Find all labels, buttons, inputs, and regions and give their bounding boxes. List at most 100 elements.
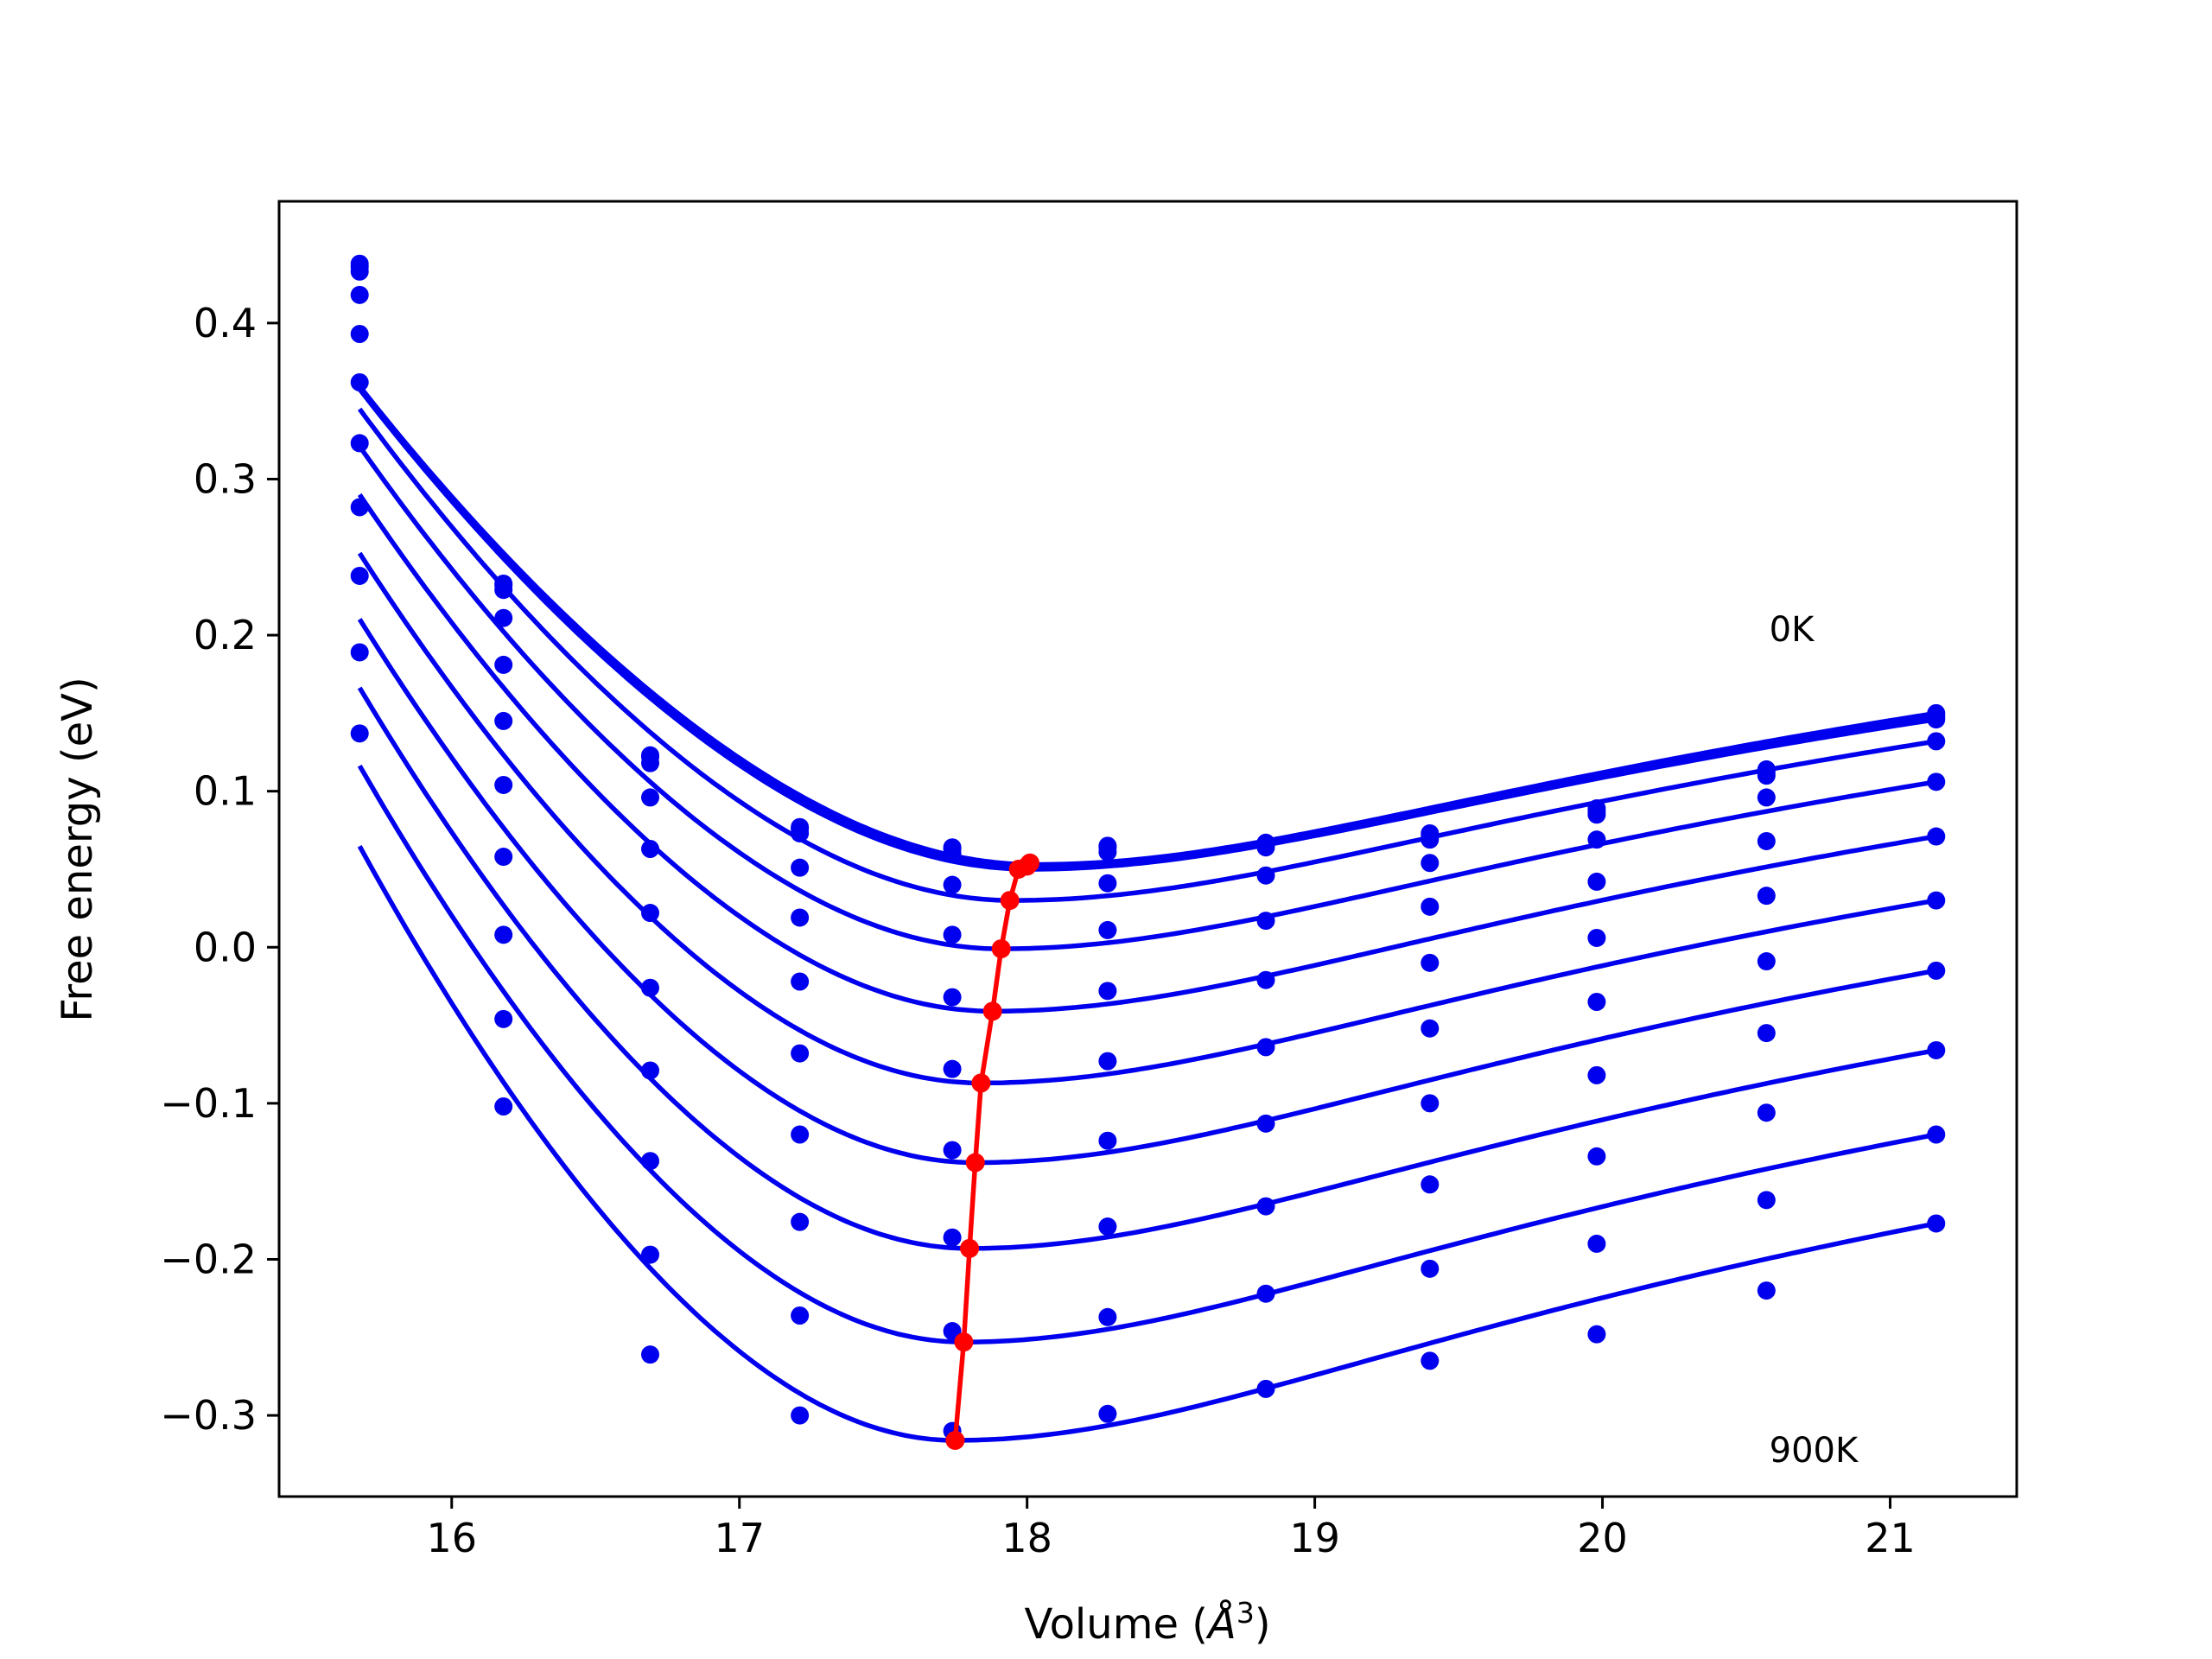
data-point (1757, 1024, 1776, 1043)
fit-curve (357, 844, 1937, 1443)
data-point (1256, 912, 1275, 931)
data-point (1757, 952, 1776, 971)
data-point (1098, 1217, 1117, 1236)
minimum-point (1000, 891, 1020, 911)
fit-curve (357, 686, 1937, 1251)
data-point (641, 1061, 660, 1080)
y-tick-label: 0.1 (194, 768, 257, 815)
data-point (1098, 1131, 1117, 1150)
temperature-annotation: 900K (1770, 1431, 1859, 1471)
data-point (1256, 1114, 1275, 1133)
fit-curve (357, 493, 1937, 1014)
y-tick-label: 0.4 (194, 300, 257, 346)
data-point (1587, 928, 1606, 947)
data-point (1256, 970, 1275, 989)
x-tick-label: 21 (1865, 1515, 1916, 1561)
annotations: 0K 900K (1770, 610, 1859, 1471)
data-point (791, 908, 810, 927)
fit-curve (357, 618, 1937, 1166)
x-axis-ticks: 16 17 18 19 20 21 (426, 1497, 1916, 1561)
y-tick-label: −0.3 (160, 1392, 257, 1439)
data-point (1757, 887, 1776, 906)
fit-curve (357, 551, 1937, 1086)
data-point (1098, 1307, 1117, 1326)
plot-area (350, 254, 1946, 1450)
data-point (1098, 1404, 1117, 1423)
data-point (1927, 732, 1946, 751)
data-point (641, 1345, 660, 1364)
data-point (791, 858, 810, 877)
data-point (350, 566, 369, 585)
data-point (641, 1245, 660, 1264)
fit-curve (358, 385, 1937, 869)
data-point (1757, 1281, 1776, 1300)
data-point (1098, 874, 1117, 893)
data-point (1927, 891, 1946, 910)
x-tick-label: 17 (714, 1515, 765, 1561)
data-point (350, 643, 369, 662)
data-point (494, 581, 513, 600)
data-point (1927, 1214, 1946, 1233)
data-point (1927, 710, 1946, 729)
fit-curve (357, 445, 1937, 951)
data-point (1098, 982, 1117, 1001)
data-point (1587, 1147, 1606, 1166)
minimum-point (1008, 859, 1028, 879)
y-axis-ticks: −0.3 −0.2 −0.1 0.0 0.1 0.2 0.3 0.4 (160, 300, 279, 1439)
data-point (1587, 1325, 1606, 1344)
data-point (1587, 1234, 1606, 1253)
minimum-point (960, 1238, 980, 1258)
data-point (1927, 772, 1946, 791)
data-point (641, 978, 660, 997)
x-axis-label: Volume (Å3) (1024, 1596, 1270, 1649)
data-point (791, 972, 810, 991)
data-point (1587, 1065, 1606, 1084)
y-tick-label: 0.3 (194, 455, 257, 502)
data-point (350, 285, 369, 304)
data-point (1421, 1094, 1440, 1113)
data-point (641, 904, 660, 923)
data-point (494, 925, 513, 944)
data-point (1421, 830, 1440, 849)
data-point (1098, 920, 1117, 939)
data-point (1098, 842, 1117, 861)
fit-curve (357, 407, 1937, 903)
data-point (1757, 766, 1776, 785)
y-tick-label: 0.0 (194, 924, 257, 970)
data-point (350, 434, 369, 453)
data-point (1587, 992, 1606, 1011)
x-tick-label: 19 (1289, 1515, 1340, 1561)
y-axis-label: Free energy (eV) (54, 677, 102, 1021)
data-point (494, 775, 513, 794)
data-point (791, 1044, 810, 1063)
data-point (791, 1306, 810, 1325)
data-point (943, 1228, 962, 1247)
minimum-point (971, 1073, 991, 1093)
minimum-point (965, 1153, 985, 1173)
data-point (943, 875, 962, 894)
data-point (1256, 838, 1275, 857)
fit-curve (357, 764, 1937, 1344)
data-point (1421, 953, 1440, 972)
minimum-point (954, 1332, 974, 1352)
data-point (1927, 1125, 1946, 1144)
axes-frame (277, 200, 2018, 1498)
data-point (350, 724, 369, 743)
data-point (1256, 1379, 1275, 1398)
x-tick-label: 20 (1577, 1515, 1628, 1561)
data-point (1421, 1351, 1440, 1370)
data-point (494, 608, 513, 627)
data-point (1256, 1038, 1275, 1057)
data-point (494, 1096, 513, 1116)
data-point (641, 1152, 660, 1171)
data-point (791, 823, 810, 842)
data-point (1587, 830, 1606, 849)
data-point (943, 925, 962, 944)
data-point (943, 988, 962, 1007)
data-point (1421, 1019, 1440, 1038)
data-point (791, 1212, 810, 1231)
data-point (1757, 831, 1776, 850)
temperature-annotation: 0K (1770, 610, 1815, 650)
